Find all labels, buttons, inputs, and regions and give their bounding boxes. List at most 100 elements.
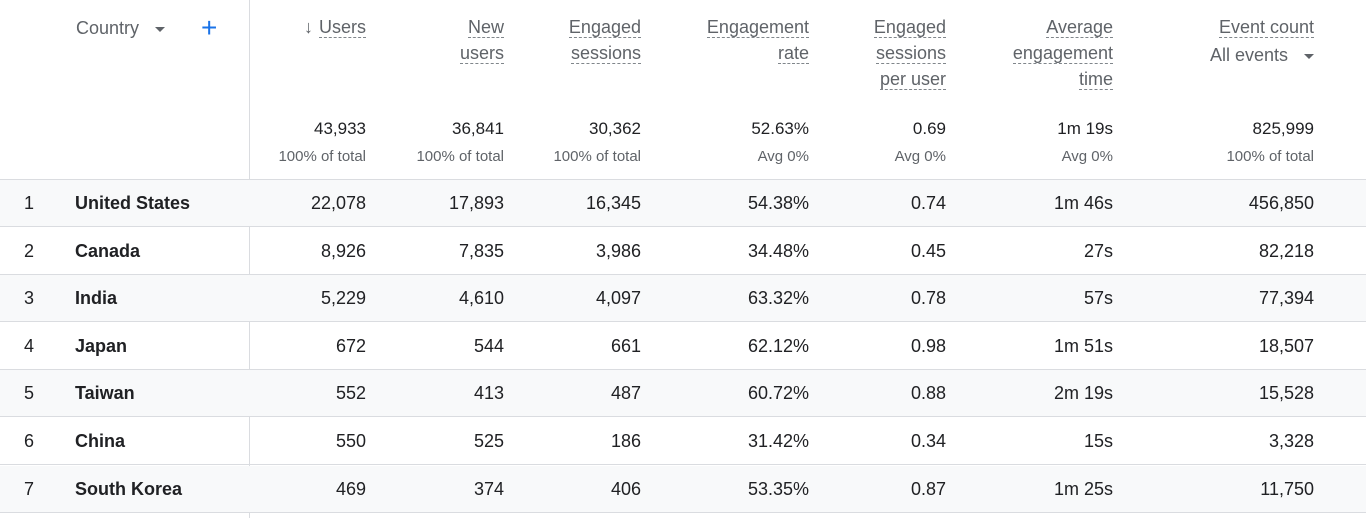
event-filter-select[interactable]: All events: [1154, 42, 1314, 68]
column-header[interactable]: Event count All events: [1154, 14, 1314, 68]
country-name[interactable]: Taiwan: [75, 383, 135, 404]
country-name[interactable]: China: [75, 431, 126, 451]
metric-cell: 2m 19s: [1053, 383, 1113, 404]
row-index: 6: [24, 431, 35, 451]
column-divider: [249, 0, 250, 518]
row-index: 3: [24, 288, 35, 309]
country-name[interactable]: South Korea: [75, 478, 183, 499]
metric-cell: 77,394: [1258, 288, 1314, 309]
table-row[interactable]: 7 South Korea 469 374 406 53.35% 0.87 1m 25s 11,…: [0, 465, 1366, 513]
column-header-line: per user: [826, 66, 946, 92]
column-header-label: Engaged: [873, 17, 946, 38]
column-total: 0.69: [912, 119, 946, 138]
table-row[interactable]: 1 United States 22,078 17,893 16,345 54.38% 0.…: [0, 180, 1366, 227]
table-row[interactable]: 5 Taiwan 552 413 487 60.72% 0.88 2m 19s 15,528: [0, 370, 1366, 418]
column-header-label: Users: [318, 17, 366, 38]
column-total-subtext: Avg 0%: [894, 148, 946, 165]
metric-cell: 53.35%: [747, 478, 809, 499]
metric-cell: 17,893: [448, 193, 504, 213]
metric-cell: 11,750: [1260, 478, 1314, 499]
column-header-line: ↓ Users: [236, 14, 366, 40]
metric-cell: 62.12%: [747, 335, 809, 356]
column-header-line: Engaged: [826, 14, 946, 40]
column-header[interactable]: Engaged sessions: [511, 14, 641, 66]
metric-cell: 661: [610, 335, 641, 356]
column-header-label: Engagement: [706, 17, 809, 38]
metric-cell: 3,986: [595, 240, 641, 261]
metric-cell: 525: [473, 431, 504, 451]
column-header-line: Average: [963, 14, 1113, 40]
row-index: 2: [24, 240, 35, 261]
row-index: 7: [24, 478, 35, 499]
dimension-label: Country: [76, 18, 140, 38]
column-total-subtext: 100% of total: [1226, 148, 1314, 165]
metric-cell: 1m 25s: [1053, 478, 1113, 499]
column-header[interactable]: Engagement rate: [659, 14, 809, 66]
column-header[interactable]: ↓ Users: [236, 14, 366, 40]
sort-descending-arrow-icon[interactable]: ↓: [303, 17, 313, 37]
metric-cell: 60.72%: [747, 383, 809, 404]
column-header-label: Event count: [1218, 17, 1314, 38]
metric-cell: 0.87: [910, 478, 946, 499]
metric-cell: 406: [610, 478, 641, 499]
metric-cell: 16,345: [585, 193, 641, 213]
row-index: 5: [24, 383, 35, 404]
column-header-line: sessions: [826, 40, 946, 66]
column-header[interactable]: New users: [384, 14, 504, 66]
add-dimension-plus-icon[interactable]: +: [201, 12, 218, 43]
metric-cell: 54.38%: [747, 193, 809, 213]
metric-cell: 487: [610, 383, 641, 404]
metric-cell: 552: [335, 383, 366, 404]
metric-cell: 7,835: [458, 240, 504, 261]
column-header-label: sessions: [570, 43, 641, 64]
metric-cell: 8,926: [320, 240, 366, 261]
table-row[interactable]: 6 China 550 525 186 31.42% 0.34 15s 3,328: [0, 418, 1366, 465]
column-header-line: Event count: [1154, 14, 1314, 40]
column-header-label: sessions: [875, 43, 946, 64]
metric-cell: 456,850: [1248, 193, 1314, 213]
table-row[interactable]: 3 India 5,229 4,610 4,097 63.32% 0.78 57s 77,394: [0, 275, 1366, 323]
country-name[interactable]: United States: [75, 193, 191, 213]
dimension-selector[interactable]: Country: [76, 18, 166, 39]
metric-cell: 0.45: [910, 240, 946, 261]
table-row[interactable]: 4 Japan 672 544 661 62.12% 0.98 1m 51s 18,507: [0, 323, 1366, 370]
country-name[interactable]: Japan: [75, 335, 128, 356]
column-total: 43,933: [314, 119, 366, 138]
metric-cell: 22,078: [310, 193, 366, 213]
country-name[interactable]: India: [75, 288, 118, 309]
metric-cell: 1m 46s: [1053, 193, 1113, 213]
metric-cell: 374: [473, 478, 504, 499]
metric-cell: 5,229: [320, 288, 366, 309]
event-filter-dropdown-icon[interactable]: [1304, 53, 1314, 59]
row-index: 1: [24, 193, 35, 213]
table-row[interactable]: 2 Canada 8,926 7,835 3,986 34.48% 0.45 27s 82,21…: [0, 228, 1366, 275]
metric-cell: 413: [473, 383, 504, 404]
column-header[interactable]: Engaged sessions per user: [826, 14, 946, 92]
metric-cell: 82,218: [1258, 240, 1314, 261]
metric-cell: 0.74: [910, 193, 946, 213]
metric-cell: 0.78: [910, 288, 946, 309]
column-header-line: Engagement: [659, 14, 809, 40]
event-filter-value: All events: [1209, 45, 1288, 65]
country-name[interactable]: Canada: [75, 240, 141, 261]
column-total-subtext: 100% of total: [553, 148, 641, 165]
column-header-label: time: [1078, 69, 1113, 90]
metric-cell: 544: [473, 335, 504, 356]
column-total: 825,999: [1252, 119, 1314, 138]
metric-cell: 469: [335, 478, 366, 499]
metric-cell: 550: [335, 431, 366, 451]
metric-cell: 3,328: [1268, 431, 1314, 451]
metric-cell: 0.98: [910, 335, 946, 356]
dimension-dropdown-icon[interactable]: [155, 27, 166, 32]
column-total-subtext: 100% of total: [416, 148, 504, 165]
column-header-line: New: [384, 14, 504, 40]
metric-cell: 672: [335, 335, 366, 356]
row-index: 4: [24, 335, 35, 356]
column-total-subtext: 100% of total: [278, 148, 366, 165]
column-header-line: time: [963, 66, 1113, 92]
metric-cell: 27s: [1083, 240, 1113, 261]
column-header-label: Engaged: [568, 17, 641, 38]
column-header[interactable]: Average engagement time: [963, 14, 1113, 92]
column-total-subtext: Avg 0%: [757, 148, 809, 165]
